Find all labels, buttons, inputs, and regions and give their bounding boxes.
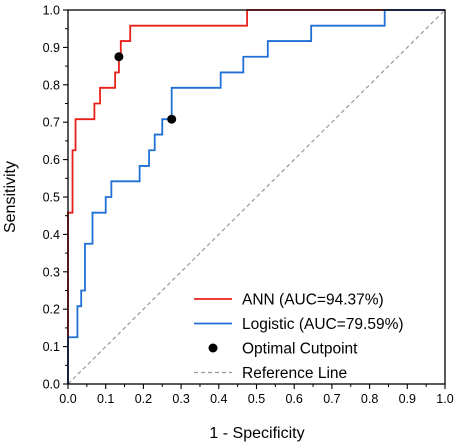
optimal-cutpoint-marker-0 [114, 52, 124, 62]
y-tick-label: 0.4 [43, 228, 60, 242]
y-tick-label: 0.9 [43, 41, 60, 55]
legend-item-optimal-cutpoint: Optimal Cutpoint [208, 341, 358, 358]
legend-swatch [208, 343, 218, 353]
series-line-curve-1 [67, 9, 445, 384]
x-tick-label: 0.2 [135, 392, 152, 406]
legend-label: Reference Line [242, 365, 347, 382]
y-tick-label: 0.8 [43, 78, 60, 92]
y-tick-label: 0.6 [43, 153, 60, 167]
y-tick-label: 0.0 [43, 378, 60, 392]
series-line-curve-2 [67, 9, 445, 384]
legend-label: Logistic (AUC=79.59%) [242, 316, 404, 333]
x-tick-label: 0.6 [286, 392, 303, 406]
legend: ANN (AUC=94.37%) Logistic (AUC=79.59%) Opt… [194, 292, 404, 382]
y-tick-label: 0.5 [43, 191, 60, 205]
x-tick-label: 1.0 [436, 392, 453, 406]
y-axis-title: Sensitivity [2, 161, 19, 233]
legend-item-ann: ANN (AUC=94.37%) [194, 292, 384, 309]
y-tick-label: 0.1 [43, 340, 60, 354]
legend-label: ANN (AUC=94.37%) [242, 292, 384, 309]
y-tick-label: 0.2 [43, 303, 60, 317]
x-tick-label: 0.3 [172, 392, 189, 406]
x-tick-label: 0.9 [399, 392, 416, 406]
x-tick-label: 0.0 [59, 392, 76, 406]
x-tick-label: 0.8 [361, 392, 378, 406]
optimal-cutpoint-marker-1 [167, 114, 177, 124]
legend-item-logistic: Logistic (AUC=79.59%) [194, 316, 404, 333]
legend-item-reference: Reference Line [194, 365, 347, 382]
axes: 0.0 0.1 0.2 0.3 0.4 0.5 0.6 0.7 0.8 0.9 1.0 0.0 0.1 0… [43, 4, 454, 407]
series-line-reference [67, 9, 446, 385]
x-tick-label: 0.1 [97, 392, 114, 406]
legend-label: Optimal Cutpoint [242, 341, 358, 358]
x-tick-label: 0.4 [210, 392, 227, 406]
plot-area [67, 9, 446, 385]
y-tick-label: 0.7 [43, 116, 60, 130]
x-axis-title: 1 - Specificity [209, 425, 304, 442]
x-tick-label: 0.5 [248, 392, 265, 406]
x-tick-label: 0.7 [323, 392, 340, 406]
y-tick-label: 0.3 [43, 265, 60, 279]
y-tick-label: 1.0 [43, 4, 60, 18]
